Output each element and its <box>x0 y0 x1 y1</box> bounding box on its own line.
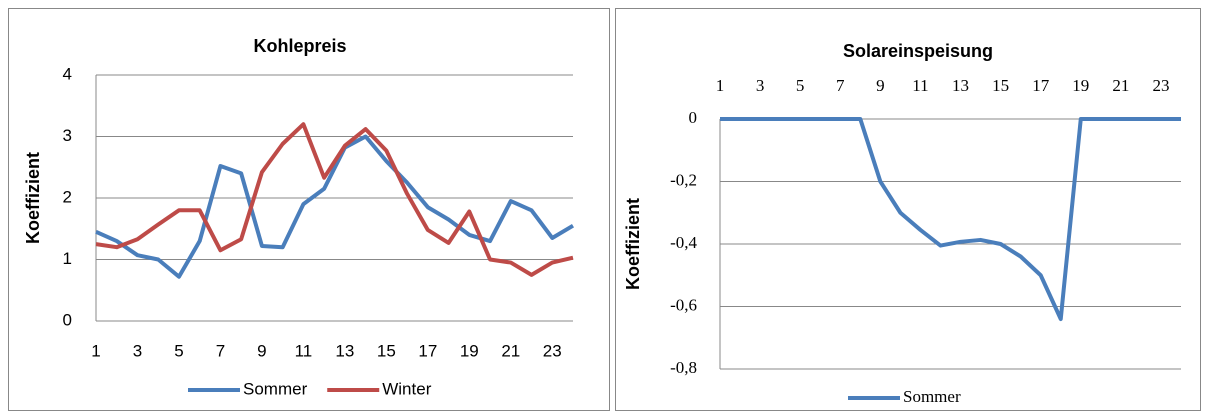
series-line <box>720 117 1181 321</box>
x-tick-label: 19 <box>1072 76 1089 95</box>
y-tick-label: -0,4 <box>670 233 697 252</box>
x-tick-label: 19 <box>460 341 479 360</box>
chart-title: Solareinspeisung <box>843 41 993 61</box>
y-tick-label: 1 <box>63 249 72 268</box>
legend-label: Sommer <box>243 379 308 398</box>
legend-label: Sommer <box>903 387 961 406</box>
x-tick-label: 3 <box>756 76 765 95</box>
y-tick-label: 2 <box>63 187 72 206</box>
x-tick-label: 5 <box>174 341 183 360</box>
y-tick-label: -0,2 <box>670 170 697 189</box>
panel <box>8 8 610 411</box>
x-tick-label: 23 <box>543 341 562 360</box>
x-tick-label: 15 <box>992 76 1009 95</box>
x-tick-label: 21 <box>1112 76 1129 95</box>
x-tick-label: 17 <box>418 341 437 360</box>
legend-label: Winter <box>382 379 431 398</box>
panel <box>615 8 1201 411</box>
x-tick-label: 7 <box>216 341 225 360</box>
x-tick-label: 23 <box>1152 76 1169 95</box>
x-tick-label: 11 <box>912 76 928 95</box>
series-line <box>95 134 575 279</box>
y-tick-label: 0 <box>689 108 698 127</box>
x-tick-label: 1 <box>91 341 100 360</box>
x-tick-label: 7 <box>836 76 845 95</box>
chart-title: Kohlepreis <box>253 36 346 56</box>
x-tick-label: 13 <box>335 341 354 360</box>
x-tick-label: 21 <box>501 341 520 360</box>
y-tick-label: -0,6 <box>670 295 697 314</box>
x-tick-label: 3 <box>133 341 142 360</box>
x-tick-label: 1 <box>716 76 725 95</box>
y-tick-label: 4 <box>63 64 72 83</box>
y-tick-label: 3 <box>63 126 72 145</box>
x-tick-label: 9 <box>257 341 266 360</box>
y-axis-label: Koeffizient <box>23 152 43 244</box>
chart: Solareinspeisung Koeffizient -0,8 -0,6 -0,4 -… <box>623 41 1181 406</box>
x-tick-label: 15 <box>377 341 396 360</box>
y-tick-label: 0 <box>63 310 72 329</box>
series-line <box>95 122 574 277</box>
x-tick-label: 11 <box>295 341 313 360</box>
x-tick-label: 13 <box>952 76 969 95</box>
x-tick-label: 9 <box>876 76 885 95</box>
x-tick-label: 17 <box>1032 76 1050 95</box>
y-tick-label: -0,8 <box>670 358 697 377</box>
x-tick-label: 5 <box>796 76 805 95</box>
y-axis-label: Koeffizient <box>623 198 643 290</box>
